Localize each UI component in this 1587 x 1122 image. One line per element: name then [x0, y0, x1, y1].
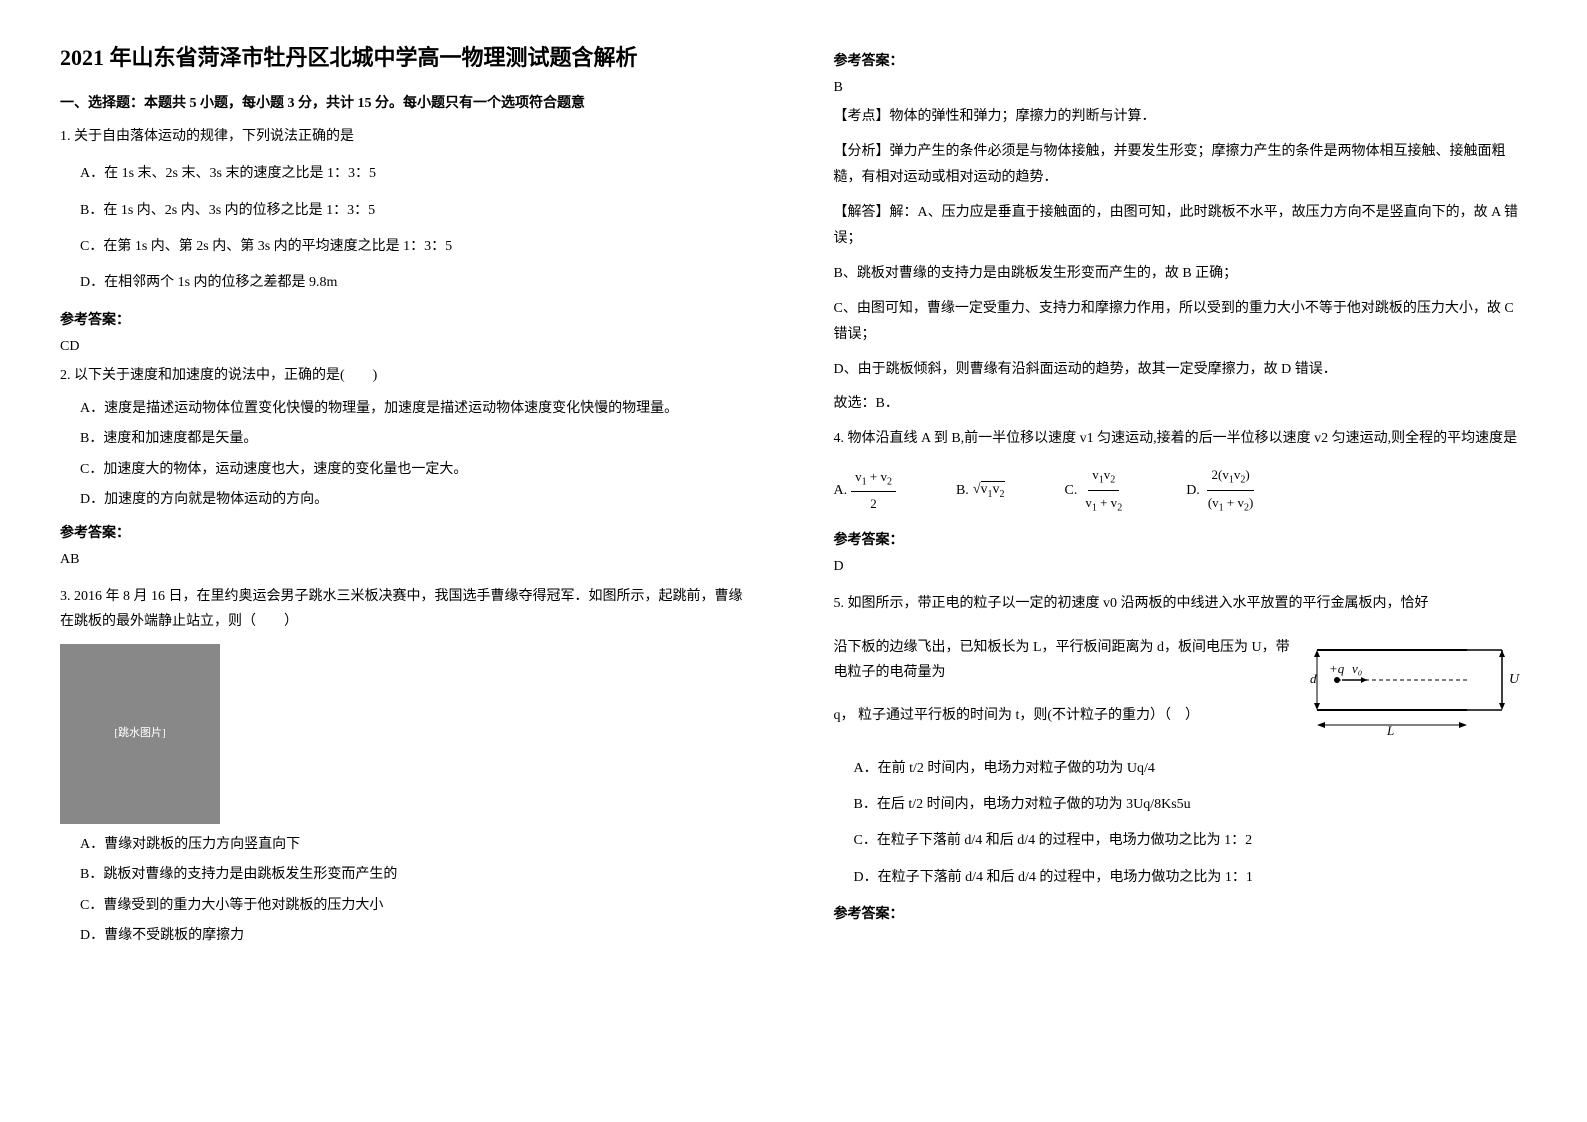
q1-option-d: D．在相邻两个 1s 内的位移之差都是 9.8m [80, 272, 754, 294]
svg-text:d: d [1310, 671, 1317, 686]
q4-formula-c: v1v2 v1 + v2 [1081, 463, 1126, 517]
q4-formula-a: v1 + v2 2 [851, 465, 896, 516]
q2-option-d: D．加速度的方向就是物体运动的方向。 [80, 489, 754, 511]
q3-answer-label: 参考答案： [834, 50, 1528, 70]
q2-answer: AB [60, 552, 754, 568]
q1-answer-label: 参考答案： [60, 309, 754, 329]
q1-text: 1. 关于自由落体运动的规律，下列说法正确的是 [60, 124, 754, 149]
q4-answer-label: 参考答案： [834, 529, 1528, 549]
q4-option-b: B. √v1v2 [956, 477, 1005, 504]
q1-option-a: A．在 1s 末、2s 末、3s 末的速度之比是 1：3：5 [80, 163, 754, 185]
q4-option-d: D. 2(v1v2) (v1 + v2) [1186, 463, 1257, 517]
question-4: 4. 物体沿直线 A 到 B,前一半位移以速度 v1 匀速运动,接着的后一半位移… [834, 426, 1528, 517]
q2-text: 2. 以下关于速度和加速度的说法中，正确的是( ) [60, 363, 754, 388]
q5-text: 5. 如图所示，带正电的粒子以一定的初速度 v0 沿两板的中线进入水平放置的平行… [834, 591, 1528, 616]
q3-solve-d: D、由于跳板倾斜，则曹缘有沿斜面运动的趋势，故其一定受摩擦力，故 D 错误． [834, 357, 1528, 384]
q4-label-d: D. [1186, 478, 1200, 503]
q3-solve-c: C、由图可知，曹缘一定受重力、支持力和摩擦力作用，所以受到的重力大小不等于他对跳… [834, 296, 1528, 349]
q1-option-c: C．在第 1s 内、第 2s 内、第 3s 内的平均速度之比是 1：3：5 [80, 236, 754, 258]
q2-answer-label: 参考答案： [60, 522, 754, 542]
q4-formula-d: 2(v1v2) (v1 + v2) [1204, 463, 1258, 517]
left-column: 2021 年山东省菏泽市牡丹区北城中学高一物理测试题含解析 一、选择题：本题共 … [60, 40, 754, 955]
document-title: 2021 年山东省菏泽市牡丹区北城中学高一物理测试题含解析 [60, 40, 754, 72]
q3-option-c: C．曹缘受到的重力大小等于他对跳板的压力大小 [80, 895, 754, 917]
q5-answer-label: 参考答案： [834, 903, 1528, 923]
q3-solve-a: 【解答】解：A、压力应是垂直于接触面的，由图可知，此时跳板不水平，故压力方向不是… [834, 200, 1528, 253]
question-1: 1. 关于自由落体运动的规律，下列说法正确的是 A．在 1s 末、2s 末、3s… [60, 124, 754, 295]
q3-answer: B [834, 80, 1528, 96]
q4-label-c: C. [1065, 478, 1078, 503]
q4-label-b: B. [956, 478, 969, 503]
q3-analysis: 【分析】弹力产生的条件必须是与物体接触，并要发生形变；摩擦力产生的条件是两物体相… [834, 139, 1528, 192]
q3-option-a: A．曹缘对跳板的压力方向竖直向下 [80, 834, 754, 856]
q5-diagram-container: +q v₀ d U L [1307, 635, 1527, 744]
q3-text: 3. 2016 年 8 月 16 日，在里约奥运会男子跳水三米板决赛中，我国选手… [60, 584, 754, 634]
q1-option-b: B．在 1s 内、2s 内、3s 内的位移之比是 1：3：5 [80, 200, 754, 222]
q3-point: 【考点】物体的弹性和弹力；摩擦力的判断与计算． [834, 104, 1528, 131]
parallel-plate-diagram: +q v₀ d U L [1307, 635, 1527, 735]
q5-option-a: A．在前 t/2 时间内，电场力对粒子做的功为 Uq/4 [854, 758, 1528, 780]
q4-label-a: A. [834, 478, 848, 503]
q4-formula-b: √v1v2 [973, 477, 1005, 504]
q3-option-b: B．跳板对曹缘的支持力是由跳板发生形变而产生的 [80, 864, 754, 886]
section-header: 一、选择题：本题共 5 小题，每小题 3 分，共计 15 分。每小题只有一个选项… [60, 92, 754, 112]
q4-text: 4. 物体沿直线 A 到 B,前一半位移以速度 v1 匀速运动,接着的后一半位移… [834, 426, 1528, 451]
q4-option-c: C. v1v2 v1 + v2 [1065, 463, 1127, 517]
q3-image: [跳水图片] [60, 644, 220, 824]
q4-answer: D [834, 559, 1528, 575]
question-2: 2. 以下关于速度和加速度的说法中，正确的是( ) A．速度是描述运动物体位置变… [60, 363, 754, 512]
svg-text:L: L [1386, 723, 1394, 735]
q4-option-a: A. v1 + v2 2 [834, 465, 896, 516]
question-3: 3. 2016 年 8 月 16 日，在里约奥运会男子跳水三米板决赛中，我国选手… [60, 584, 754, 948]
svg-text:U: U [1509, 672, 1520, 687]
right-column: 参考答案： B 【考点】物体的弹性和弹力；摩擦力的判断与计算． 【分析】弹力产生… [834, 40, 1528, 955]
q3-option-d: D．曹缘不受跳板的摩擦力 [80, 925, 754, 947]
q2-option-c: C．加速度大的物体，运动速度也大，速度的变化量也一定大。 [80, 459, 754, 481]
q5-option-c: C．在粒子下落前 d/4 和后 d/4 的过程中，电场力做功之比为 1：2 [854, 830, 1528, 852]
q2-option-a: A．速度是描述运动物体位置变化快慢的物理量，加速度是描述运动物体速度变化快慢的物… [80, 398, 754, 420]
q3-solve-b: B、跳板对曹缘的支持力是由跳板发生形变而产生的，故 B 正确； [834, 261, 1528, 288]
svg-text:v₀: v₀ [1352, 661, 1362, 676]
svg-text:+q: +q [1329, 661, 1345, 676]
question-5: 5. 如图所示，带正电的粒子以一定的初速度 v0 沿两板的中线进入水平放置的平行… [834, 591, 1528, 889]
q3-conclusion: 故选：B． [834, 391, 1528, 418]
q1-answer: CD [60, 339, 754, 355]
q2-option-b: B．速度和加速度都是矢量。 [80, 428, 754, 450]
q4-options: A. v1 + v2 2 B. √v1v2 C. v1v2 v1 + v2 D. [834, 463, 1528, 517]
q5-option-d: D．在粒子下落前 d/4 和后 d/4 的过程中，电场力做功之比为 1：1 [854, 867, 1528, 889]
q5-option-b: B．在后 t/2 时间内，电场力对粒子做的功为 3Uq/8Ks5u [854, 794, 1528, 816]
